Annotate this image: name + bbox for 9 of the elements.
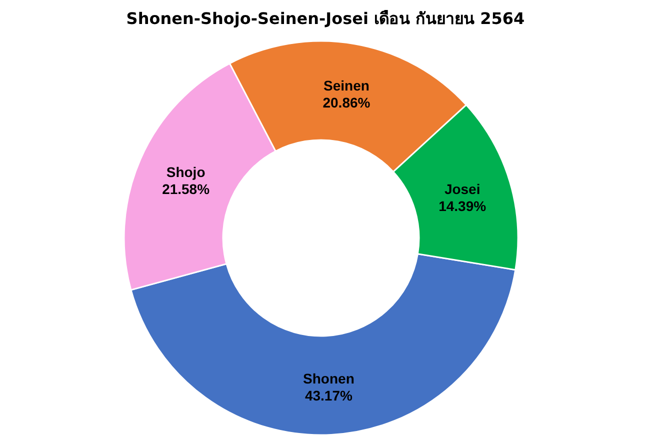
data-label: 43.17%	[304, 387, 353, 404]
slice-label: Shojo	[166, 164, 206, 180]
slice-label: Shonen	[303, 370, 354, 386]
data-label: 14.39%	[438, 198, 487, 214]
slice-label: Josei	[444, 180, 480, 197]
data-label: 20.86%	[322, 94, 371, 111]
data-label: 21.58%	[162, 181, 210, 198]
chart-title: Shonen-Shojo-Seinen-Josei เดือน กันยายน 2564	[126, 9, 525, 28]
slice-label: Seinen	[324, 78, 370, 94]
